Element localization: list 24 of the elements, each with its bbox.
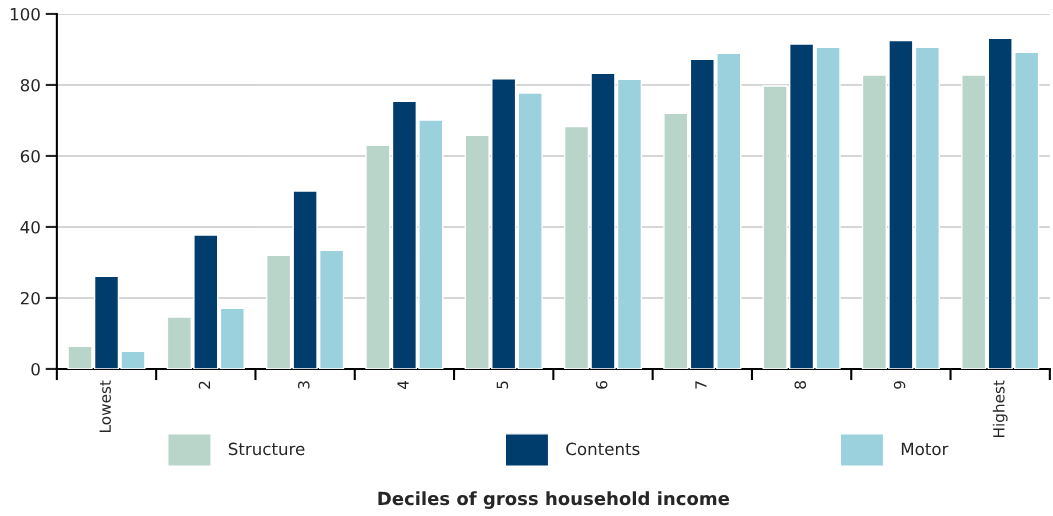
x-tick-label: Highest — [992, 380, 1008, 438]
bar — [219, 307, 245, 369]
x-tick-label: 9 — [893, 381, 906, 389]
y-tick-label: 100 — [10, 7, 40, 21]
x-tick-label: 6 — [595, 381, 608, 389]
x-tick-label: 7 — [695, 381, 707, 389]
y-tick-label: 80 — [20, 78, 40, 92]
x-axis-title: Deciles of gross household income — [378, 491, 730, 509]
x-tick-label: 3 — [297, 381, 310, 389]
bar — [663, 112, 689, 369]
legend-label: Contents — [566, 442, 640, 456]
x-tick-label: Lowest — [99, 380, 111, 432]
y-tick-label: 0 — [31, 362, 40, 376]
bar — [961, 74, 987, 369]
legend-label: Structure — [228, 442, 305, 456]
y-tick-label: 40 — [20, 220, 40, 234]
bar — [517, 92, 543, 369]
x-tick-label: 5 — [496, 381, 509, 389]
x-tick-label: 4 — [397, 380, 409, 390]
x-tick-label: 8 — [794, 381, 807, 389]
y-tick-label: 20 — [20, 291, 40, 305]
y-tick-label: 60 — [20, 149, 40, 163]
x-tick-label: 2 — [198, 381, 211, 389]
legend-label: Motor — [901, 442, 949, 456]
